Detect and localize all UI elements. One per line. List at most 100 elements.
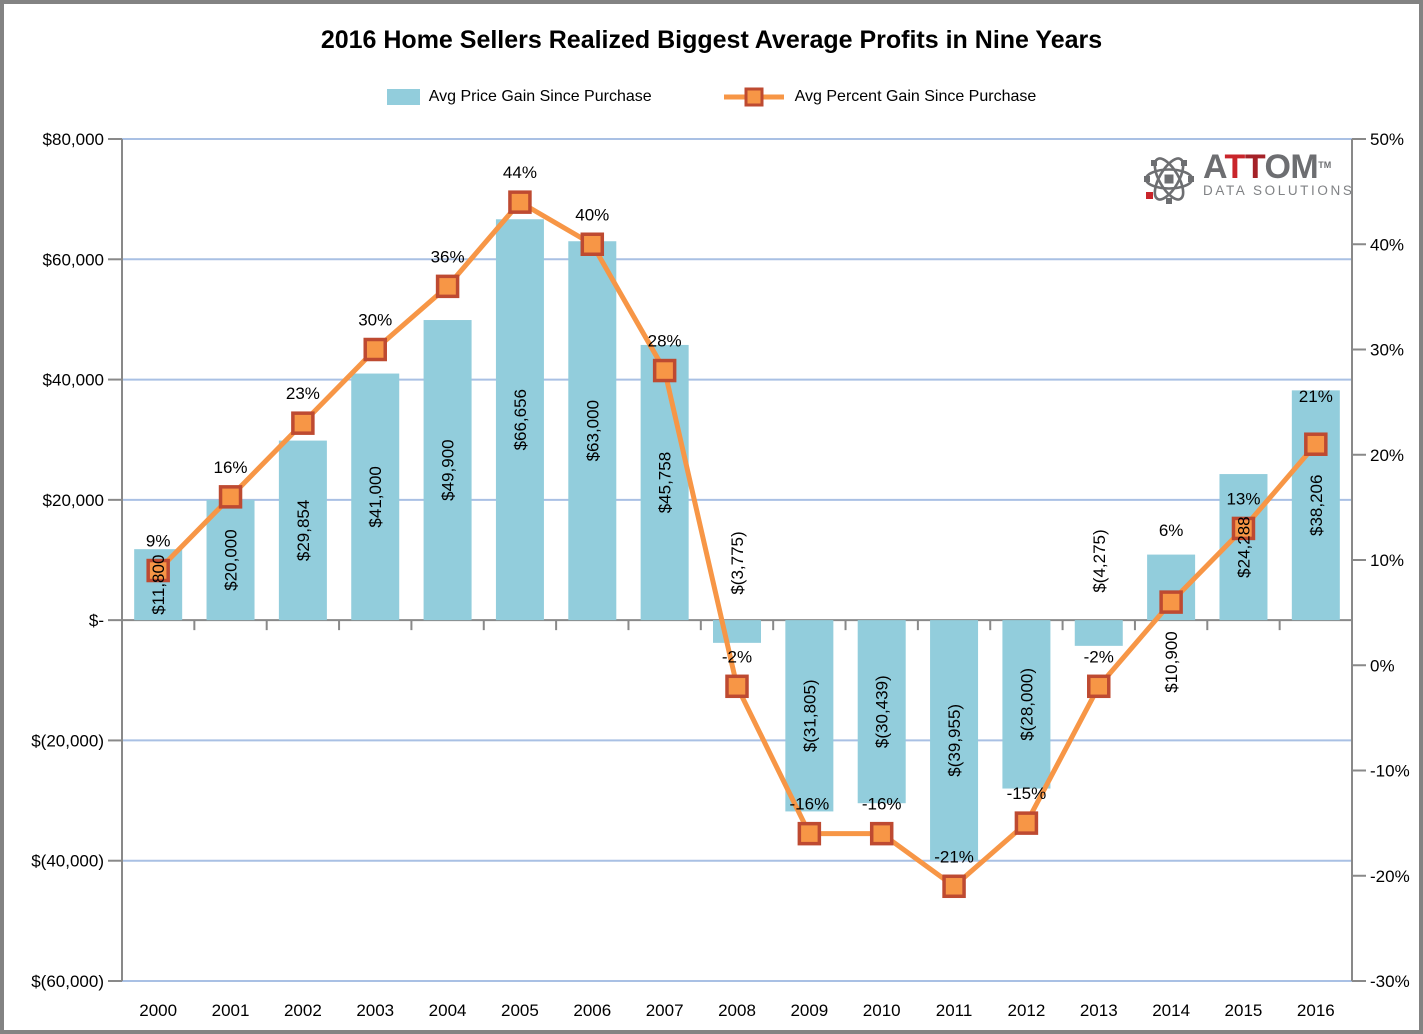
marker-2008	[725, 674, 749, 699]
marker-2015	[1231, 516, 1256, 541]
bar-2016	[1291, 390, 1340, 621]
bar-2003	[351, 373, 400, 621]
attom-logo: ATTOMTM DATA SOLUTIONS	[1143, 150, 1354, 206]
logo-letter-t2: T	[1244, 148, 1265, 186]
year-label-2016: 2016	[1297, 1001, 1335, 1020]
marker-2007	[652, 358, 677, 383]
year-label-2012: 2012	[1007, 1001, 1045, 1020]
percent-label-2004: 36%	[431, 247, 465, 266]
right-axis-label: 30%	[1370, 341, 1404, 360]
attom-logo-wordmark: ATTOMTM	[1203, 150, 1354, 184]
marker-2004	[435, 274, 460, 299]
bar-label-2002: $29,854	[294, 500, 313, 561]
left-axis-label: $20,000	[43, 491, 104, 510]
percent-label-2012: -15%	[1007, 784, 1047, 803]
line-series-swatch	[723, 87, 784, 107]
year-label-2002: 2002	[284, 1001, 322, 1020]
bar-2010	[857, 620, 906, 804]
marker-2009	[797, 821, 822, 846]
logo-letter-t1: T	[1224, 148, 1246, 186]
bar-label-2001: $20,000	[222, 529, 241, 590]
bar-label-2014: $10,900	[1162, 631, 1181, 692]
attom-atom-icon	[1144, 157, 1194, 204]
left-axis-label: $80,000	[43, 130, 104, 149]
marker-2006	[580, 232, 605, 256]
marker-2002	[291, 411, 315, 435]
percent-label-2011: -21%	[934, 847, 974, 866]
bar-label-2000: $11,800	[149, 555, 168, 615]
bar-label-2009: $(31,805)	[800, 679, 819, 752]
marker-2012	[1014, 811, 1039, 835]
bar-2012	[1002, 620, 1051, 789]
year-label-2011: 2011	[936, 1001, 973, 1020]
left-axis-label: $40,000	[43, 371, 104, 390]
left-axis-label: $(60,000)	[31, 972, 104, 991]
right-axis-label: 0%	[1370, 656, 1395, 675]
year-label-2006: 2006	[573, 1001, 611, 1020]
logo-letter-a: A	[1203, 148, 1225, 186]
bar-2002	[278, 440, 327, 621]
legend-label-percent-gain: Avg Percent Gain Since Purchase	[794, 88, 1037, 105]
year-label-2000: 2000	[139, 1001, 177, 1020]
percent-label-2015: 13%	[1226, 489, 1260, 508]
year-label-2007: 2007	[646, 1001, 684, 1020]
bar-label-2005: $66,656	[511, 389, 530, 450]
right-axis-label: -10%	[1370, 762, 1410, 781]
percent-label-2006: 40%	[575, 205, 609, 224]
marker-2016	[1304, 432, 1328, 456]
year-label-2001: 2001	[212, 1001, 250, 1020]
percent-label-2010: -16%	[862, 795, 902, 814]
bar-label-2004: $49,900	[439, 439, 458, 500]
right-axis-label: 40%	[1370, 235, 1404, 254]
bar-2009	[785, 620, 834, 812]
logo-trademark: TM	[1318, 160, 1332, 170]
year-label-2013: 2013	[1080, 1001, 1118, 1020]
year-label-2003: 2003	[356, 1001, 394, 1020]
marker-2003	[363, 337, 387, 362]
marker-2005	[508, 190, 532, 214]
percent-label-2016: 21%	[1299, 387, 1333, 406]
bar-label-2011: $(39,955)	[945, 704, 964, 777]
percent-label-2005: 44%	[503, 163, 537, 182]
marker-2011	[942, 874, 966, 899]
percent-label-2009: -16%	[790, 795, 830, 814]
percent-label-2003: 30%	[358, 311, 392, 330]
bar-label-2012: $(28,000)	[1017, 668, 1036, 741]
percent-label-2008: -2%	[722, 647, 752, 666]
percent-label-2002: 23%	[286, 384, 320, 403]
bar-label-2006: $63,000	[583, 400, 602, 461]
bar-label-2013: $(4,275)	[1090, 529, 1109, 592]
legend-item-percent-gain: Avg Percent Gain Since Purchase	[722, 86, 1037, 108]
bar-2006	[568, 241, 617, 621]
bar-2011	[930, 620, 979, 861]
right-axis-label: -30%	[1370, 972, 1410, 991]
chart-legend: Avg Price Gain Since Purchase Avg Percen…	[4, 86, 1419, 108]
bar-2001	[206, 499, 255, 621]
right-axis-label: -20%	[1370, 867, 1410, 886]
right-axis-label: 20%	[1370, 446, 1404, 465]
left-axis-label: $(20,000)	[31, 731, 104, 750]
bar-label-2008: $(3,775)	[728, 531, 747, 594]
bar-series-swatch	[386, 89, 420, 105]
year-label-2009: 2009	[790, 1001, 828, 1020]
right-axis-label: 10%	[1370, 551, 1404, 570]
chart-title: 2016 Home Sellers Realized Biggest Avera…	[320, 26, 1103, 54]
percent-label-2000: 9%	[146, 532, 171, 551]
year-label-2010: 2010	[863, 1001, 901, 1020]
left-axis-label: $(40,000)	[31, 852, 104, 871]
legend-item-price-gain: Avg Price Gain Since Purchase	[386, 88, 652, 106]
legend-label-price-gain: Avg Price Gain Since Purchase	[428, 88, 652, 105]
bar-label-2010: $(30,439)	[873, 675, 892, 748]
marker-2010	[869, 821, 894, 846]
year-label-2005: 2005	[501, 1001, 539, 1020]
bar-label-2003: $41,000	[366, 466, 385, 527]
bar-2004	[423, 320, 472, 621]
left-axis-label: $60,000	[43, 250, 104, 269]
year-label-2004: 2004	[429, 1001, 467, 1020]
year-label-2008: 2008	[718, 1001, 756, 1020]
bar-2005	[495, 219, 544, 621]
year-label-2015: 2015	[1225, 1001, 1263, 1020]
right-axis-label: 50%	[1370, 130, 1404, 149]
